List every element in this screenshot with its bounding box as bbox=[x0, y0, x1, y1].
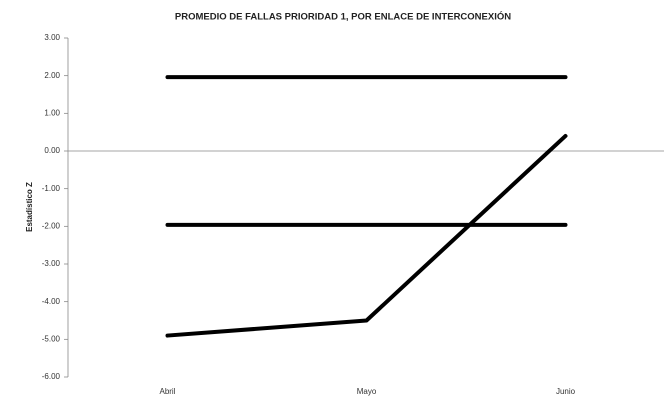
y-tick-label: -1.00 bbox=[42, 184, 61, 193]
y-tick-label: -5.00 bbox=[42, 334, 61, 343]
chart-title: PROMEDIO DE FALLAS PRIORIDAD 1, POR ENLA… bbox=[175, 11, 511, 23]
y-tick-label: -2.00 bbox=[42, 221, 61, 230]
y-tick-label: 3.00 bbox=[44, 33, 60, 42]
x-tick-label: Junio bbox=[556, 387, 576, 396]
y-tick-label: 0.00 bbox=[44, 146, 60, 155]
y-tick-label: -3.00 bbox=[42, 259, 61, 268]
series-line bbox=[165, 133, 568, 338]
y-tick-label: -6.00 bbox=[42, 372, 61, 381]
x-tick-label: Abril bbox=[159, 387, 175, 396]
x-tick-label: Mayo bbox=[357, 387, 377, 396]
y-axis-title: Estadístico Z bbox=[25, 182, 34, 232]
y-tick-label: 1.00 bbox=[44, 108, 60, 117]
y-tick-label: 2.00 bbox=[44, 71, 60, 80]
y-tick-label: -4.00 bbox=[42, 297, 61, 306]
